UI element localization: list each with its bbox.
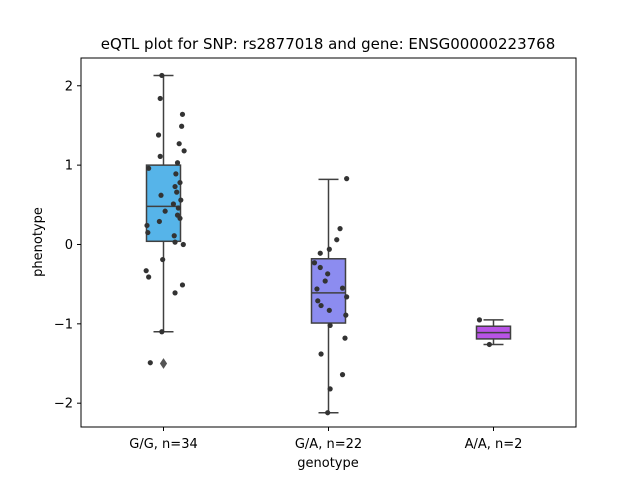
points-2 xyxy=(311,176,350,416)
data-point xyxy=(322,278,328,284)
data-point xyxy=(177,215,183,221)
data-point xyxy=(172,239,178,245)
data-point xyxy=(339,285,346,291)
data-point xyxy=(143,268,149,274)
data-point xyxy=(145,229,151,236)
data-point xyxy=(159,329,165,335)
box-2 xyxy=(310,178,347,414)
data-point xyxy=(317,250,323,256)
data-point xyxy=(325,410,331,416)
x-tick-label: A/A, n=2 xyxy=(465,437,523,452)
data-point xyxy=(178,197,184,203)
data-point xyxy=(326,307,332,313)
data-point xyxy=(476,317,483,323)
data-point xyxy=(180,241,186,248)
outlier-marker xyxy=(159,358,168,369)
data-point xyxy=(157,95,163,102)
data-point xyxy=(162,208,168,214)
axes: −2 −1 0 1 2 G/G, n=34 G/A, n=22 A/A, n=2 xyxy=(54,79,523,452)
data-point xyxy=(342,335,348,341)
data-point xyxy=(318,302,324,309)
data-point xyxy=(344,176,350,182)
data-point xyxy=(343,312,349,318)
data-point xyxy=(173,171,179,177)
data-point xyxy=(327,386,333,392)
data-point xyxy=(314,286,320,292)
data-point xyxy=(147,360,153,366)
data-point xyxy=(334,237,340,243)
data-point xyxy=(339,372,346,378)
data-point xyxy=(315,298,321,304)
y-tick-label: 0 xyxy=(65,238,73,253)
data-point xyxy=(326,246,332,252)
data-point xyxy=(174,189,180,195)
data-point xyxy=(175,205,181,211)
y-tick-label: −2 xyxy=(54,397,73,412)
data-point xyxy=(155,132,162,138)
data-point xyxy=(156,218,162,225)
data-point xyxy=(337,226,343,232)
y-axis-label: phenotype xyxy=(31,207,46,277)
data-point xyxy=(171,233,177,239)
data-point xyxy=(177,179,183,186)
data-point xyxy=(179,282,186,288)
x-axis-label: genotype xyxy=(297,456,358,471)
data-point xyxy=(146,274,152,280)
data-point xyxy=(179,111,186,117)
x-tick-label: G/A, n=22 xyxy=(295,437,362,452)
data-point xyxy=(157,153,163,159)
data-point xyxy=(181,148,187,154)
data-point xyxy=(158,192,164,198)
data-point xyxy=(159,72,165,79)
data-point xyxy=(174,160,181,166)
data-point xyxy=(344,294,350,300)
data-point xyxy=(172,183,178,190)
y-tick-label: 1 xyxy=(65,159,73,174)
data-point xyxy=(325,271,331,277)
data-point xyxy=(311,260,318,266)
data-point xyxy=(486,341,492,348)
data-point xyxy=(160,256,166,263)
box-1 xyxy=(145,74,182,369)
data-point xyxy=(317,264,323,271)
data-point xyxy=(144,222,150,229)
chart-title: eQTL plot for SNP: rs2877018 and gene: E… xyxy=(101,35,556,53)
points-3 xyxy=(476,317,492,348)
plot-area xyxy=(143,72,512,416)
data-point xyxy=(179,123,185,129)
data-point xyxy=(318,351,324,357)
data-point xyxy=(176,141,182,147)
data-point xyxy=(170,201,176,207)
box-3 xyxy=(475,319,512,346)
data-point xyxy=(146,165,152,171)
data-point xyxy=(172,290,178,296)
x-tick-label: G/G, n=34 xyxy=(129,437,197,452)
data-point xyxy=(327,322,333,329)
y-tick-label: −1 xyxy=(54,317,73,332)
y-tick-label: 2 xyxy=(65,79,73,94)
points-1 xyxy=(143,72,187,366)
